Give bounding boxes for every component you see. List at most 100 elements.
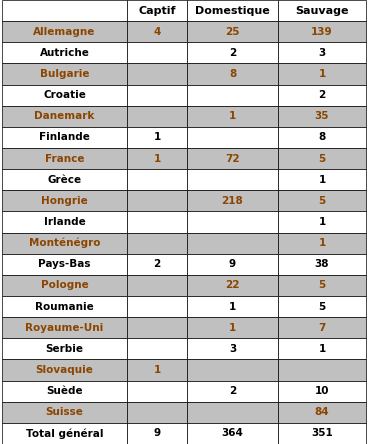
Bar (127, 317, 187, 338)
Text: Grèce: Grèce (47, 175, 82, 185)
Text: Autriche: Autriche (40, 48, 89, 58)
Bar (278, 381, 366, 402)
Bar (187, 254, 278, 275)
Bar (187, 338, 278, 360)
Bar (187, 402, 278, 423)
Text: Serbie: Serbie (46, 344, 84, 354)
Text: 1: 1 (318, 344, 326, 354)
Bar (278, 190, 366, 211)
Text: 351: 351 (311, 428, 333, 438)
Bar (127, 211, 187, 233)
Bar (278, 211, 366, 233)
Bar (187, 275, 278, 296)
Text: 4: 4 (153, 27, 161, 37)
Bar (2, 254, 127, 275)
Bar (278, 423, 366, 444)
Text: 1: 1 (229, 301, 236, 312)
Bar (2, 381, 127, 402)
Bar (187, 148, 278, 169)
Text: Pays-Bas: Pays-Bas (38, 259, 91, 269)
Bar (127, 190, 187, 211)
Text: Finlande: Finlande (39, 132, 90, 143)
Text: 3: 3 (229, 344, 236, 354)
Text: 10: 10 (315, 386, 329, 396)
Bar (2, 148, 127, 169)
Bar (127, 84, 187, 106)
Bar (2, 21, 127, 42)
Text: Total général: Total général (26, 428, 103, 439)
Bar (127, 63, 187, 84)
Bar (2, 275, 127, 296)
Bar (278, 84, 366, 106)
Text: Allemagne: Allemagne (33, 27, 96, 37)
Bar (127, 338, 187, 360)
Text: Bulgarie: Bulgarie (40, 69, 89, 79)
Bar (187, 360, 278, 381)
Bar (2, 0, 127, 21)
Text: 2: 2 (318, 90, 326, 100)
Text: 1: 1 (153, 154, 160, 163)
Text: 38: 38 (315, 259, 329, 269)
Bar (187, 0, 278, 21)
Text: 35: 35 (315, 111, 329, 121)
Bar (187, 169, 278, 190)
Bar (127, 42, 187, 63)
Text: Suisse: Suisse (46, 407, 84, 417)
Text: 5: 5 (318, 301, 326, 312)
Bar (127, 423, 187, 444)
Bar (2, 317, 127, 338)
Bar (187, 84, 278, 106)
Text: Irlande: Irlande (44, 217, 85, 227)
Bar (187, 296, 278, 317)
Bar (2, 360, 127, 381)
Bar (278, 169, 366, 190)
Bar (278, 127, 366, 148)
Bar (127, 275, 187, 296)
Bar (187, 21, 278, 42)
Bar (127, 402, 187, 423)
Text: 2: 2 (229, 386, 236, 396)
Text: 9: 9 (153, 428, 160, 438)
Bar (2, 423, 127, 444)
Bar (2, 63, 127, 84)
Text: 8: 8 (229, 69, 236, 79)
Text: France: France (45, 154, 84, 163)
Bar (187, 423, 278, 444)
Bar (2, 169, 127, 190)
Text: Hongrie: Hongrie (41, 196, 88, 206)
Bar (127, 296, 187, 317)
Text: 139: 139 (311, 27, 333, 37)
Text: 2: 2 (153, 259, 160, 269)
Bar (2, 190, 127, 211)
Bar (2, 402, 127, 423)
Text: Slovaquie: Slovaquie (36, 365, 93, 375)
Bar (278, 254, 366, 275)
Text: Roumanie: Roumanie (35, 301, 94, 312)
Bar (2, 127, 127, 148)
Bar (187, 233, 278, 254)
Bar (278, 275, 366, 296)
Text: 218: 218 (222, 196, 243, 206)
Bar (2, 233, 127, 254)
Text: Captif: Captif (138, 6, 176, 16)
Bar (127, 0, 187, 21)
Text: Sauvage: Sauvage (295, 6, 349, 16)
Bar (127, 254, 187, 275)
Bar (187, 127, 278, 148)
Bar (187, 190, 278, 211)
Bar (278, 338, 366, 360)
Text: Royaume-Uni: Royaume-Uni (25, 323, 104, 333)
Bar (127, 360, 187, 381)
Bar (127, 127, 187, 148)
Text: 1: 1 (318, 238, 326, 248)
Text: 9: 9 (229, 259, 236, 269)
Text: 1: 1 (153, 132, 160, 143)
Text: 1: 1 (229, 111, 236, 121)
Text: Domestique: Domestique (195, 6, 270, 16)
Text: 84: 84 (315, 407, 329, 417)
Bar (127, 21, 187, 42)
Text: 1: 1 (318, 69, 326, 79)
Text: 1: 1 (318, 175, 326, 185)
Bar (2, 106, 127, 127)
Text: 25: 25 (225, 27, 240, 37)
